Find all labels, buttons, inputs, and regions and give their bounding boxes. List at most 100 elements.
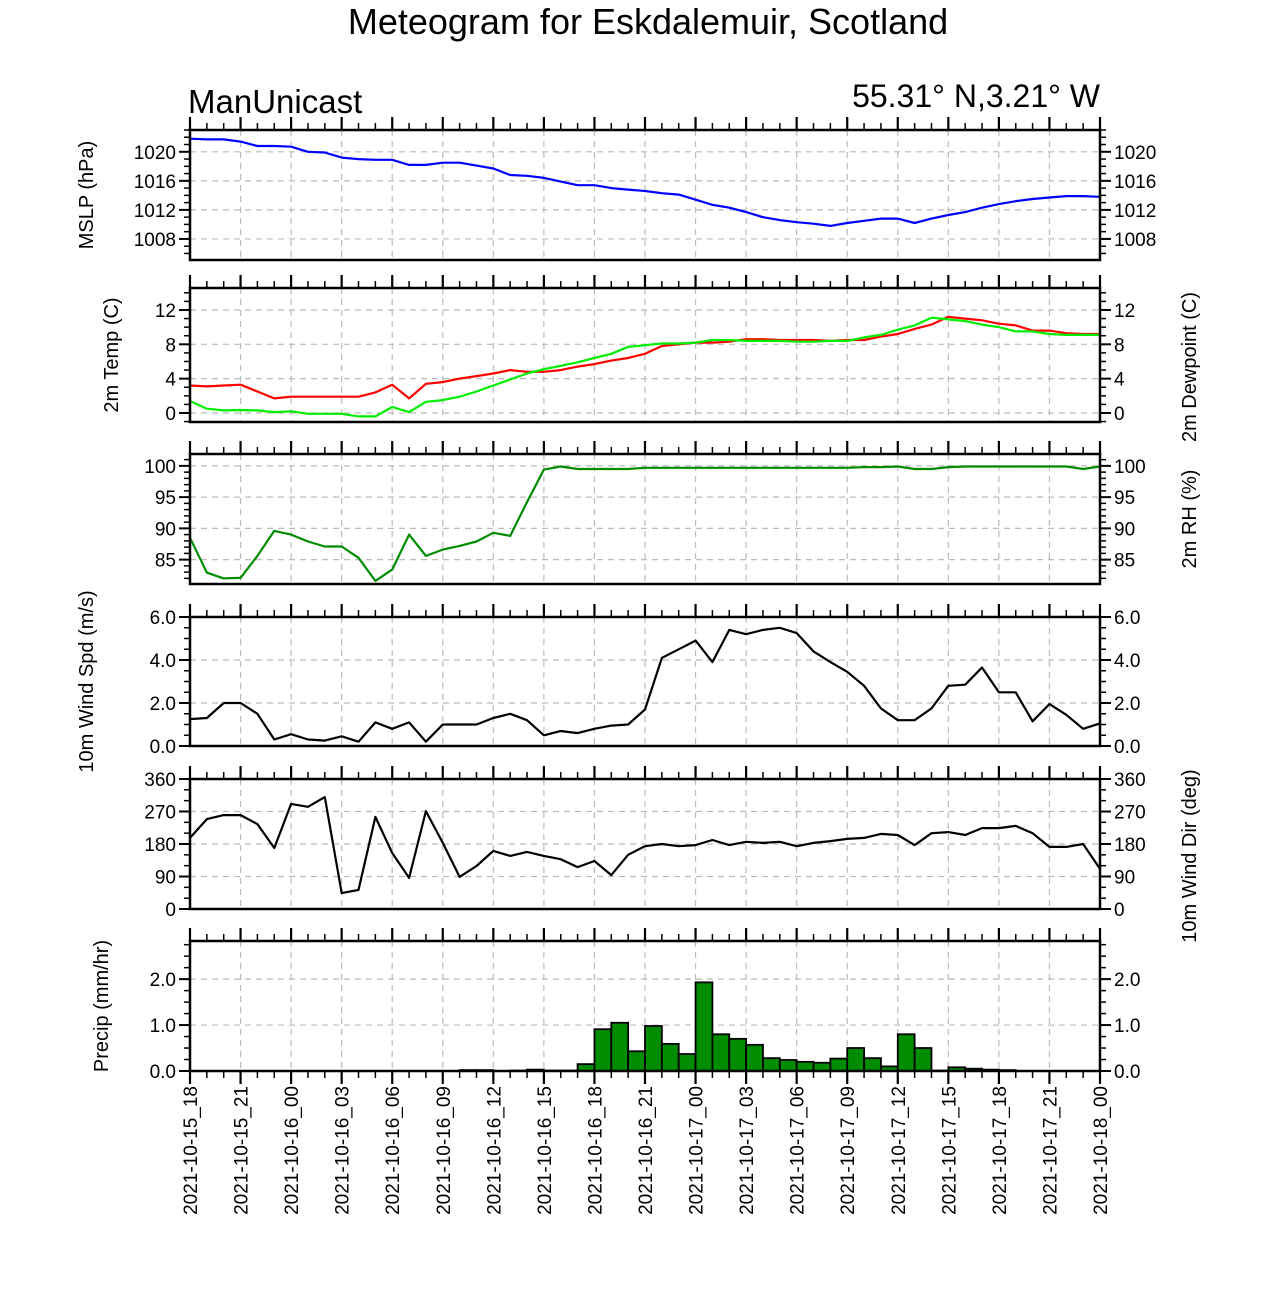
y-tick-label-left: 360: [144, 770, 176, 791]
precip-bar: [694, 981, 714, 1072]
x-tick-label: 2021-10-17_12: [889, 1086, 910, 1215]
y-tick-label-left: 4.0: [150, 651, 176, 672]
x-tick-label: 2021-10-16_15: [535, 1086, 556, 1215]
y-tick-label-left: 2.0: [150, 694, 176, 715]
x-tick-label: 2021-10-15_18: [181, 1086, 202, 1215]
precip-bar: [778, 1059, 798, 1072]
y-tick-label-left: 1020: [134, 143, 176, 164]
precip-bar: [829, 1057, 849, 1072]
panel-1: 0 0 4 4 8 8 12 12 2m Temp (C) 2m Dewpoint (C): [101, 275, 1201, 442]
y-tick-label-right: 1016: [1114, 172, 1156, 193]
precip-bar: [795, 1060, 815, 1072]
y-tick-label-right: 1.0: [1114, 1016, 1140, 1037]
panel-frame: [188, 615, 1102, 748]
chart-title: Meteogram for Eskdalemuir, Scotland: [348, 1, 948, 42]
series-line-2m-dewpoint: [189, 316, 1100, 418]
y-tick-label-left: 1008: [134, 230, 176, 251]
series-line-mslp: [189, 137, 1101, 227]
y-tick-label-right: 6.0: [1114, 608, 1140, 629]
y-tick-label-left: 270: [144, 803, 176, 824]
y-tick-label-left: 90: [155, 519, 176, 540]
y-tick-label-left: 1.0: [150, 1016, 176, 1037]
x-tick-label: 2021-10-17_09: [838, 1086, 859, 1215]
panel-2: 85 85 90 90 95 95 100 100 2m RH (%): [144, 441, 1201, 586]
precip-bar: [863, 1057, 882, 1072]
precip-bar: [627, 1050, 646, 1072]
y-tick-label-left: 180: [144, 835, 176, 856]
x-tick-label: 2021-10-17_21: [1040, 1086, 1061, 1215]
y-tick-label-left: 95: [155, 488, 176, 509]
y-tick-label-right: 100: [1114, 457, 1146, 478]
x-tick-label: 2021-10-16_06: [383, 1086, 404, 1215]
series-line-10m-wind-direction: [189, 795, 1101, 895]
x-tick-label: 2021-10-17_03: [737, 1086, 758, 1215]
y-tick-label-right: 1012: [1114, 201, 1156, 222]
y-axis-label-left: Precip (mm/hr): [91, 940, 113, 1072]
y-tick-label-left: 0: [165, 404, 176, 425]
y-axis-label-right: 2m RH (%): [1179, 470, 1201, 569]
y-tick-label-left: 90: [155, 868, 176, 889]
panel-3: 0.0 0.0 2.0 2.0 4.0 4.0 6.0 6.0 10m Wind Spd (m/…: [76, 590, 1140, 772]
x-tick-label: 2021-10-18_00: [1091, 1086, 1112, 1215]
x-tick-label: 2021-10-15_21: [232, 1086, 253, 1215]
y-tick-label-right: 8: [1114, 335, 1125, 356]
y-tick-label-right: 90: [1114, 868, 1135, 889]
y-tick-label-left: 4: [165, 370, 176, 391]
x-tick-label: 2021-10-16_21: [636, 1086, 657, 1215]
y-tick-label-right: 0: [1114, 404, 1125, 425]
y-tick-label-right: 4.0: [1114, 651, 1140, 672]
x-tick-label: 2021-10-16_03: [333, 1086, 354, 1215]
panel-0: 1008 1008 1012 1012 1016 1016 1020 1020 MSLP (hP…: [76, 117, 1156, 262]
y-tick-label-right: 2.0: [1114, 694, 1140, 715]
y-tick-label-right: 90: [1114, 519, 1135, 540]
y-tick-label-left: 1012: [134, 201, 176, 222]
y-tick-label-left: 8: [165, 335, 176, 356]
x-tick-label: 2021-10-17_15: [939, 1086, 960, 1215]
x-tick-label: 2021-10-17_18: [990, 1086, 1011, 1215]
precip-bar: [660, 1042, 680, 1072]
y-tick-label-left: 12: [155, 301, 176, 322]
y-tick-label-right: 270: [1114, 803, 1146, 824]
precip-bar: [762, 1057, 781, 1072]
x-tick-label: 2021-10-17_00: [687, 1086, 708, 1215]
y-tick-label-right: 85: [1114, 551, 1135, 572]
y-tick-label-right: 2.0: [1114, 970, 1140, 991]
y-tick-label-right: 1020: [1114, 143, 1156, 164]
y-tick-label-right: 12: [1114, 301, 1135, 322]
x-tick-label: 2021-10-16_00: [282, 1086, 303, 1215]
series-line-2m-rh: [189, 465, 1101, 583]
precip-bar: [711, 1033, 731, 1072]
y-tick-label-left: 85: [155, 551, 176, 572]
y-tick-label-right: 0: [1114, 900, 1125, 921]
panel-4: 0 0 90 90 180 180 270 270 360 360 10m Wind Dir (de…: [144, 766, 1201, 943]
y-tick-label-left: 6.0: [150, 608, 176, 629]
precip-bar: [913, 1047, 933, 1072]
y-tick-label-left: 100: [144, 457, 176, 478]
y-tick-label-left: 0.0: [150, 1062, 176, 1083]
y-tick-label-left: 1016: [134, 172, 176, 193]
precip-bar: [728, 1037, 748, 1072]
x-tick-label: 2021-10-16_12: [484, 1086, 505, 1215]
precip-bar: [896, 1033, 916, 1072]
y-tick-label-left: 0: [165, 900, 176, 921]
precip-bar: [610, 1021, 630, 1072]
precip-bar: [593, 1028, 613, 1072]
precip-bar: [745, 1043, 764, 1072]
y-tick-label-right: 0.0: [1114, 737, 1140, 758]
model-name-label: ManUnicast: [188, 83, 362, 120]
y-tick-label-right: 180: [1114, 835, 1146, 856]
y-axis-label-left: 10m Wind Spd (m/s): [76, 590, 98, 772]
precip-bar: [644, 1025, 663, 1072]
y-tick-label-left: 2.0: [150, 970, 176, 991]
y-tick-label-right: 4: [1114, 370, 1125, 391]
precip-bar: [677, 1053, 697, 1072]
precip-bar: [846, 1047, 865, 1072]
series-line-2m-temp: [189, 315, 1100, 400]
y-tick-label-right: 95: [1114, 488, 1135, 509]
panel-5: 0.0 0.0 1.0 1.0 2.0 2.0 Precip (mm/hr): [91, 928, 1140, 1084]
y-axis-label-left: 2m Temp (C): [101, 297, 123, 412]
x-tick-label: 2021-10-16_09: [434, 1086, 455, 1215]
y-tick-label-left: 0.0: [150, 737, 176, 758]
y-tick-label-right: 360: [1114, 770, 1146, 791]
